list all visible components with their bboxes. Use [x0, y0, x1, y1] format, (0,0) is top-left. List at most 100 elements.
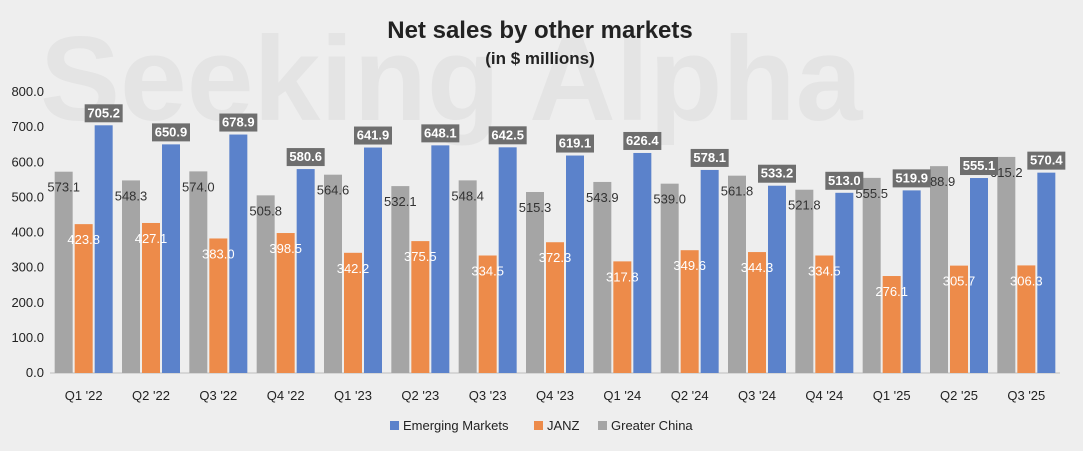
data-label-janz: 349.6 — [673, 258, 706, 273]
data-label-emerging-markets: 555.1 — [963, 158, 996, 173]
data-label-box — [219, 113, 258, 132]
x-tick-label: Q1 '25 — [873, 388, 911, 403]
data-label-emerging-markets: 533.2 — [761, 166, 794, 181]
data-label-greater-china: 505.8 — [249, 203, 282, 218]
legend-label: Greater China — [611, 418, 693, 433]
bar-emerging-markets — [902, 190, 921, 373]
data-label-greater-china: 548.3 — [115, 188, 148, 203]
data-label-emerging-markets: 570.4 — [1030, 153, 1063, 168]
data-label-janz: 317.8 — [606, 269, 639, 284]
data-label-janz: 334.5 — [471, 264, 504, 279]
data-label-emerging-markets: 705.2 — [87, 105, 120, 120]
data-label-janz: 383.0 — [202, 246, 235, 261]
y-tick-label: 0.0 — [26, 365, 44, 380]
legend-swatch — [598, 421, 607, 430]
data-label-emerging-markets: 678.9 — [222, 115, 255, 130]
x-tick-label: Q1 '22 — [65, 388, 103, 403]
bar-greater-china — [795, 189, 814, 373]
data-label-janz: 423.8 — [67, 232, 100, 247]
data-label-greater-china: 548.4 — [451, 188, 484, 203]
bar-greater-china — [391, 186, 410, 373]
data-label-box — [556, 134, 594, 153]
data-label-box — [1027, 151, 1066, 170]
bar-janz — [1017, 265, 1036, 373]
bar-greater-china — [122, 180, 140, 373]
data-label-box — [488, 126, 527, 145]
bar-emerging-markets — [566, 155, 584, 373]
bar-greater-china — [526, 192, 544, 373]
bar-greater-china — [54, 171, 73, 373]
data-label-janz: 427.1 — [135, 231, 168, 246]
data-label-janz: 334.5 — [808, 264, 841, 279]
bar-greater-china — [862, 177, 881, 373]
bar-janz — [74, 224, 93, 373]
x-tick-label: Q3 '25 — [1007, 388, 1045, 403]
bar-janz — [276, 233, 295, 373]
x-tick-label: Q4 '22 — [267, 388, 305, 403]
data-label-box — [758, 164, 796, 183]
bar-janz — [613, 261, 632, 373]
bar-janz — [680, 250, 699, 373]
y-tick-label: 800.0 — [11, 84, 44, 99]
data-label-janz: 276.1 — [875, 284, 908, 299]
data-label-janz: 305.7 — [943, 274, 976, 289]
bar-emerging-markets — [970, 178, 988, 373]
bar-janz — [478, 255, 497, 373]
bar-greater-china — [997, 156, 1016, 373]
axis-layer: 0.0 100.0 200.0 300.0 400.0 500.0 600.0 700.0 80… — [11, 84, 1060, 403]
bar-janz — [344, 252, 362, 373]
bar-emerging-markets — [1037, 172, 1056, 373]
bar-greater-china — [458, 180, 477, 373]
legend: Emerging Markets JANZ Greater China — [390, 418, 693, 433]
data-label-greater-china: 564.6 — [317, 183, 350, 198]
data-label-box — [421, 124, 460, 143]
bar-greater-china — [930, 166, 948, 373]
data-label-box — [623, 131, 662, 150]
bar-greater-china — [324, 174, 342, 373]
x-tick-label: Q3 '24 — [738, 388, 776, 403]
legend-swatch — [534, 421, 543, 430]
chart-subtitle: (in $ millions) — [485, 49, 595, 68]
bar-emerging-markets — [431, 145, 450, 373]
bar-janz — [950, 265, 968, 373]
x-tick-label: Q2 '22 — [132, 388, 170, 403]
data-label-box — [84, 104, 123, 123]
y-tick-label: 500.0 — [11, 189, 44, 204]
bar-emerging-markets — [364, 147, 382, 373]
bar-emerging-markets — [162, 144, 180, 373]
bar-emerging-markets — [633, 152, 652, 373]
data-label-greater-china: 588.9 — [923, 174, 956, 189]
data-label-greater-china: 573.1 — [47, 180, 80, 195]
data-label-janz: 306.3 — [1010, 273, 1043, 288]
data-label-greater-china: 543.9 — [586, 190, 619, 205]
data-label-box — [825, 171, 864, 190]
x-tick-label: Q3 '23 — [469, 388, 507, 403]
data-label-greater-china: 515.3 — [519, 200, 552, 215]
bar-janz — [142, 222, 160, 373]
data-label-emerging-markets: 648.1 — [424, 125, 457, 140]
y-tick-label: 200.0 — [11, 295, 44, 310]
data-label-box — [354, 126, 392, 145]
data-label-emerging-markets: 641.9 — [357, 128, 390, 143]
bar-greater-china — [256, 195, 275, 373]
x-tick-label: Q1 '23 — [334, 388, 372, 403]
bar-janz — [748, 252, 766, 373]
data-label-box — [960, 157, 998, 176]
y-tick-label: 700.0 — [11, 119, 44, 134]
data-label-box — [690, 148, 729, 167]
x-tick-label: Q2 '25 — [940, 388, 978, 403]
y-tick-label: 300.0 — [11, 260, 44, 275]
data-label-emerging-markets: 513.0 — [828, 173, 861, 188]
data-label-greater-china: 539.0 — [653, 192, 686, 207]
data-label-greater-china: 555.5 — [855, 186, 888, 201]
data-label-janz: 398.5 — [269, 241, 302, 256]
bar-janz — [546, 242, 564, 373]
data-label-janz: 372.3 — [539, 250, 572, 265]
bar-greater-china — [660, 183, 679, 373]
data-label-emerging-markets: 519.9 — [895, 170, 928, 185]
x-tick-label: Q4 '24 — [805, 388, 843, 403]
data-label-box — [286, 148, 325, 167]
data-label-emerging-markets: 619.1 — [559, 136, 592, 151]
y-tick-label: 100.0 — [11, 330, 44, 345]
